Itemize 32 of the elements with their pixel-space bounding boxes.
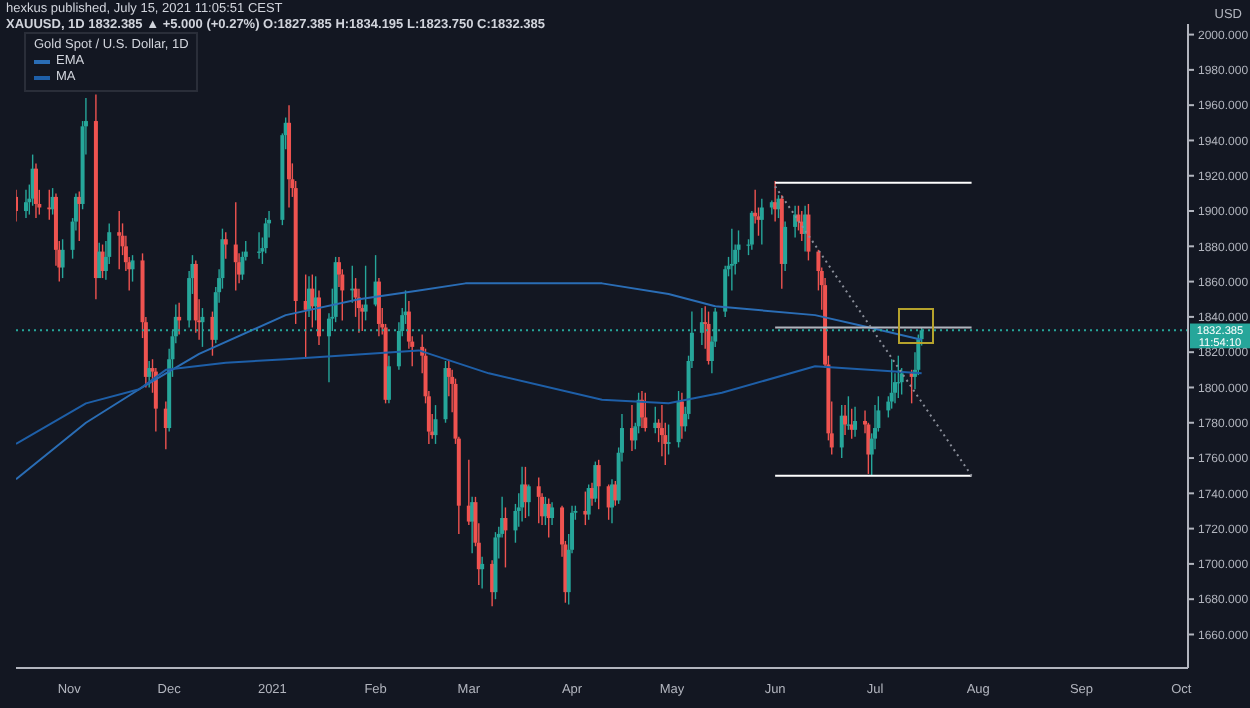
candlestick — [839, 404, 844, 459]
candlestick — [806, 203, 811, 262]
candlestick — [23, 189, 28, 219]
candlestick — [310, 273, 315, 329]
candlestick — [233, 201, 238, 292]
candlestick — [363, 265, 368, 322]
candlestick — [759, 197, 764, 246]
candlestick — [783, 220, 788, 272]
candlestick — [550, 501, 555, 526]
candlestick — [666, 423, 671, 456]
candlestick — [147, 360, 152, 389]
candlestick — [889, 358, 894, 410]
candlestick — [117, 210, 122, 270]
candlestick — [536, 476, 541, 525]
candlestick — [853, 406, 858, 438]
candlestick — [653, 406, 658, 435]
candlestick — [643, 392, 648, 433]
candlestick — [480, 556, 485, 590]
candlestick — [223, 231, 228, 260]
candlestick — [130, 254, 135, 283]
candlestick — [723, 265, 728, 318]
candlestick — [526, 483, 531, 517]
candlestick — [596, 459, 601, 510]
candlestick — [210, 310, 215, 357]
line-series — [16, 349, 923, 445]
candlestick — [613, 480, 618, 507]
candlestick — [503, 506, 508, 569]
candlestick — [433, 404, 438, 445]
candlestick — [60, 238, 65, 279]
candlestick — [523, 466, 528, 519]
candlestick — [776, 194, 781, 219]
candlestick — [543, 496, 548, 526]
